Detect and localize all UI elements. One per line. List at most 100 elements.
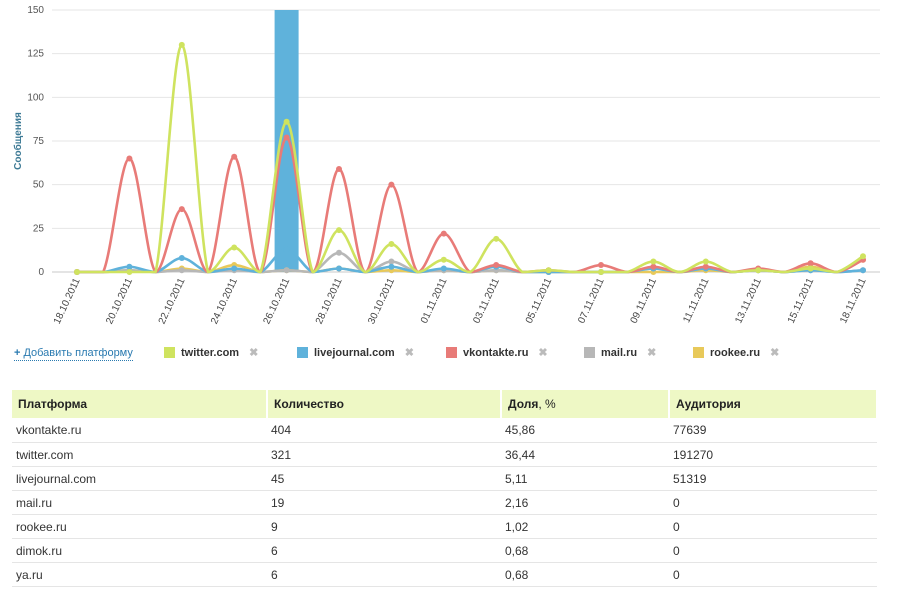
cell-count: 45 (267, 466, 501, 491)
table-row: rookee.ru 9 1,02 0 (12, 514, 877, 539)
cell-platform: livejournal.com (12, 466, 267, 491)
cell-count: 6 (267, 538, 501, 563)
remove-icon[interactable]: ✖ (404, 347, 414, 359)
legend-label: vkontakte.ru (463, 346, 529, 359)
cell-platform: vkontakte.ru (12, 418, 267, 443)
remove-icon[interactable]: ✖ (770, 347, 780, 359)
y-tick-label: 50 (33, 180, 45, 191)
cell-platform: mail.ru (12, 490, 267, 515)
col-header-platform[interactable]: Платформа (12, 390, 268, 418)
legend-item-twitter-com[interactable]: twitter.com ✖ (164, 346, 258, 359)
col-header-share[interactable]: Доля, % (501, 390, 670, 418)
col-header-audience[interactable]: Аудитория (669, 390, 878, 418)
data-point-twitter-com (807, 265, 814, 272)
cell-audience: 0 (669, 490, 877, 515)
table-row: ya.ru 6 0,68 0 (12, 562, 877, 587)
y-tick-label: 100 (27, 92, 44, 103)
data-point-vkontakte-ru (807, 260, 814, 267)
data-point-vkontakte-ru (231, 153, 238, 160)
data-point-livejournal-com (860, 267, 866, 274)
x-tick-label: 20.10.2011 (104, 276, 135, 326)
data-point-twitter-com (440, 256, 447, 263)
x-tick-label: 30.10.2011 (366, 276, 397, 326)
cell-count: 9 (267, 514, 501, 539)
x-tick-label: 07.11.2011 (576, 276, 607, 325)
y-tick-label: 25 (33, 223, 45, 234)
x-tick-label: 13.11.2011 (733, 276, 764, 325)
legend-item-vkontakte-ru[interactable]: vkontakte.ru ✖ (446, 346, 548, 359)
messages-line-chart: 0 25 50 75 100 125 150 Сообщения 18.10.2011 20.10… (12, 5, 880, 326)
cell-platform: twitter.com (12, 442, 267, 467)
table-row: vkontakte.ru 404 45,86 77639 (12, 418, 877, 443)
data-point-livejournal-com (178, 255, 185, 262)
col-header-share-label: Доля (508, 397, 539, 411)
table-row: livejournal.com 45 5,11 51319 (12, 466, 877, 491)
x-tick-label: 28.10.2011 (314, 276, 345, 326)
cell-share: 5,11 (501, 466, 669, 491)
data-point-twitter-com (702, 258, 709, 265)
series-line-twitter-com (77, 43, 864, 274)
data-point-livejournal-com (440, 265, 447, 272)
data-point-twitter-com (860, 253, 866, 260)
data-point-twitter-com (126, 269, 133, 275)
legend-swatch (693, 347, 704, 358)
data-point-livejournal-com (388, 263, 395, 270)
data-point-vkontakte-ru (598, 262, 604, 269)
table-row: mail.ru 19 2,16 0 (12, 490, 877, 515)
cell-share: 0,68 (501, 562, 669, 587)
y-tick-label: 125 (27, 49, 44, 60)
y-tick-label: 0 (38, 267, 44, 278)
legend-item-livejournal-com[interactable]: livejournal.com ✖ (297, 346, 414, 359)
data-point-vkontakte-ru (388, 181, 395, 188)
data-point-twitter-com (545, 267, 552, 274)
data-point-twitter-com (336, 227, 342, 234)
x-tick-label: 09.11.2011 (629, 276, 660, 325)
cell-share: 36,44 (501, 442, 669, 467)
data-point-twitter-com (283, 118, 290, 125)
legend-swatch (297, 347, 308, 358)
add-platform-link[interactable]: + Добавить платформу (14, 346, 133, 361)
cell-audience: 77639 (669, 418, 877, 443)
cell-audience: 0 (669, 538, 877, 563)
x-tick-label: 11.11.2011 (681, 276, 711, 324)
cell-platform: rookee.ru (12, 514, 267, 539)
data-point-vkontakte-ru (440, 230, 447, 237)
y-axis-label: Сообщения (12, 112, 24, 170)
data-point-twitter-com (650, 258, 657, 265)
cell-share: 2,16 (501, 490, 669, 515)
col-header-count[interactable]: Количество (267, 390, 502, 418)
cell-audience: 51319 (669, 466, 877, 491)
x-tick-label: 22.10.2011 (157, 276, 188, 326)
legend-swatch (584, 347, 595, 358)
remove-icon[interactable]: ✖ (538, 347, 548, 359)
table-header-row: Платформа Количество Доля, % Аудитория (12, 390, 878, 418)
legend-label: livejournal.com (314, 346, 395, 359)
data-point-mail-ru (388, 258, 395, 265)
data-point-livejournal-com (126, 263, 133, 270)
legend-item-rookee-ru[interactable]: rookee.ru ✖ (693, 346, 779, 359)
data-point-vkontakte-ru (336, 165, 342, 172)
y-tick-label: 150 (27, 5, 44, 16)
data-point-mail-ru (178, 267, 185, 274)
data-point-vkontakte-ru (650, 263, 657, 270)
x-tick-label: 18.11.2011 (838, 276, 869, 325)
plus-icon: + (14, 347, 21, 359)
cell-share: 45,86 (501, 418, 669, 443)
cell-count: 6 (267, 562, 501, 587)
data-point-vkontakte-ru (178, 206, 185, 213)
cell-audience: 0 (669, 514, 877, 539)
cell-audience: 0 (669, 562, 877, 587)
x-tick-label: 26.10.2011 (262, 276, 293, 326)
data-point-livejournal-com (336, 265, 342, 272)
remove-icon[interactable]: ✖ (647, 347, 657, 359)
x-tick-label: 24.10.2011 (209, 276, 240, 326)
x-tick-label: 01.11.2011 (419, 276, 450, 325)
remove-icon[interactable]: ✖ (249, 347, 259, 359)
cell-share: 1,02 (501, 514, 669, 539)
data-point-livejournal-com (231, 265, 238, 272)
cell-count: 404 (267, 418, 501, 443)
cell-count: 321 (267, 442, 501, 467)
data-point-twitter-com (231, 244, 238, 251)
legend-item-mail-ru[interactable]: mail.ru ✖ (584, 346, 656, 359)
legend: + Добавить платформу twitter.com ✖ livejour… (14, 346, 894, 362)
